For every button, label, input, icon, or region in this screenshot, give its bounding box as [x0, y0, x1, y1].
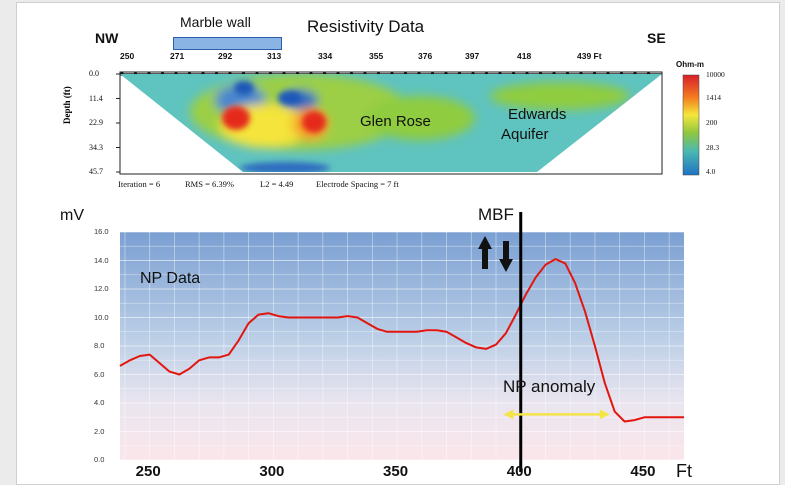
distance-tick: 271	[170, 51, 185, 61]
np-data-label: NP Data	[140, 270, 201, 287]
resistivity-body	[120, 74, 662, 172]
mv-unit-label: mV	[60, 207, 84, 224]
l2-text: L2 = 4.49	[260, 179, 294, 189]
section-title: Resistivity Data	[307, 17, 425, 36]
anomaly-arrow-left-head	[503, 409, 514, 420]
colorbar-value: 10000	[706, 70, 725, 79]
y-tick-label: 0.0	[94, 455, 105, 464]
depth-ticks	[116, 73, 120, 173]
marble-wall-label: Marble wall	[180, 14, 251, 30]
rms-text: RMS = 6.39%	[185, 179, 234, 189]
edwards-label: Edwards	[508, 106, 567, 123]
distance-tick: 376	[418, 51, 433, 61]
np-anomaly-label: NP anomaly	[503, 377, 596, 396]
distance-tick: 418	[517, 51, 532, 61]
iteration-text: Iteration = 6	[118, 179, 161, 189]
x-tick-label: 300	[259, 463, 285, 480]
up-arrow-icon	[478, 236, 492, 269]
distance-tick: 292	[218, 51, 233, 61]
colorbar-value: 1414	[706, 93, 721, 102]
colorbar-value: 28.3	[706, 143, 720, 152]
marble-wall-bar	[173, 37, 282, 50]
colorbar	[682, 74, 700, 176]
glen-rose-label: Glen Rose	[360, 113, 431, 130]
depth-tick-label: 45.7	[89, 167, 103, 176]
y-tick-label: 14.0	[94, 255, 109, 265]
colorbar-value: 4.0	[706, 167, 716, 176]
np-grid	[120, 231, 684, 461]
depth-tick-label: 11.4	[89, 93, 103, 103]
se-label: SE	[647, 30, 666, 46]
distance-tick: 250	[120, 51, 135, 61]
anomaly-arrow-right-head	[599, 409, 610, 420]
depth-tick-label: 22.9	[89, 118, 103, 127]
np-data-line	[119, 258, 684, 423]
depth-tick-label: 34.3	[89, 142, 103, 152]
nw-label: NW	[95, 30, 119, 46]
distance-tick: 313	[267, 51, 282, 61]
y-tick-label: 4.0	[94, 398, 105, 407]
electrode-spacing-text: Electrode Spacing = 7 ft	[316, 179, 399, 189]
down-arrow-icon	[499, 241, 513, 272]
y-tick-label: 10.0	[94, 312, 109, 322]
y-tick-label: 8.0	[94, 341, 105, 350]
y-tick-label: 12.0	[94, 284, 109, 293]
x-tick-label: 450	[630, 463, 656, 480]
y-tick-label: 2.0	[94, 426, 105, 436]
depth-tick-label: 0.0	[89, 69, 99, 78]
distance-tick: 355	[369, 51, 384, 61]
colorbar-value: 200	[706, 118, 718, 127]
x-tick-label: 350	[383, 463, 409, 480]
y-tick-label: 6.0	[94, 369, 105, 379]
distance-tick: 397	[465, 51, 480, 61]
np-anomaly-range-arrow	[503, 409, 610, 420]
mbf-label: MBF	[478, 205, 514, 224]
distance-tick: 334	[318, 51, 333, 61]
distance-tick: 439 Ft	[577, 51, 602, 61]
aquifer-label: Aquifer	[501, 126, 549, 143]
x-tick-label: 250	[135, 463, 161, 480]
y-tick-label: 16.0	[94, 227, 109, 236]
colorbar-unit: Ohm-m	[676, 60, 704, 69]
x-tick-label: 400	[506, 463, 532, 480]
ft-unit-label: Ft	[676, 461, 692, 481]
depth-axis-label: Depth (ft)	[62, 86, 72, 124]
